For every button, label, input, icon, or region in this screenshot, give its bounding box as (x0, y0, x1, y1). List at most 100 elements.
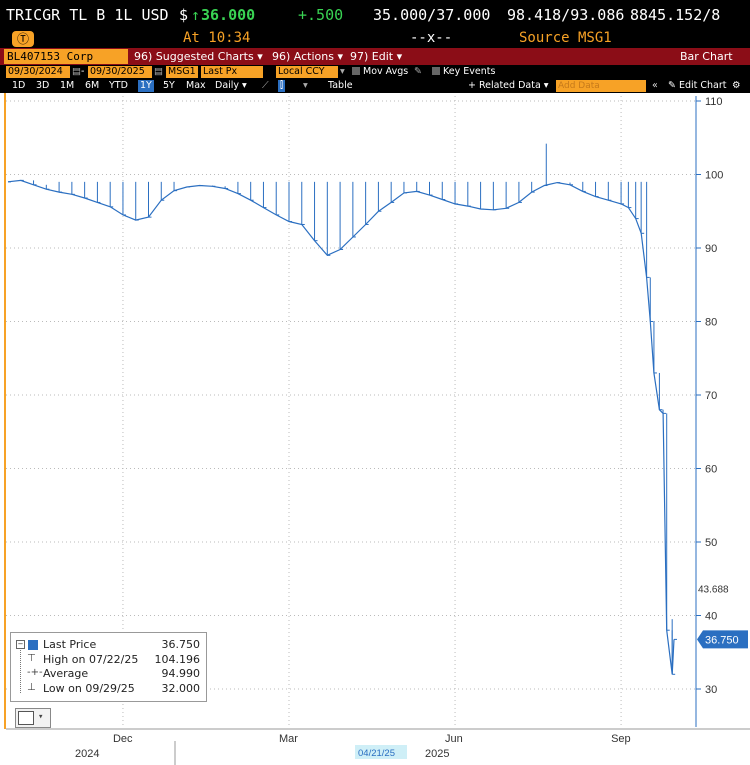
x-tick-label: Sep (611, 733, 631, 745)
chevron-down-icon[interactable]: ▾ (303, 80, 308, 91)
key-events-label: Key Events (443, 66, 496, 77)
source-label: Source MSG1 (519, 30, 612, 46)
bar-chart-icon[interactable]: ⫿ (278, 80, 286, 92)
legend-label: Last Price (43, 638, 97, 651)
mov-avgs-label: Mov Avgs (363, 66, 409, 77)
cross-indicator: --x-- (410, 30, 453, 46)
range-5y[interactable]: 5Y (163, 80, 175, 91)
low-marker-icon: ⊥ (27, 682, 36, 693)
start-date-field[interactable]: 09/30/2024 (6, 66, 70, 78)
legend-value: 32.000 (161, 682, 201, 695)
suggested-charts-menu[interactable]: 96) Suggested Charts ▾ (134, 50, 263, 63)
field-selector[interactable]: Last Px (201, 66, 263, 78)
line-chart-icon (18, 711, 34, 725)
average-marker-icon: -+- (27, 667, 43, 678)
legend-label: High on 07/22/25 (43, 653, 139, 666)
end-date-field[interactable]: 09/30/2025 (88, 66, 152, 78)
y-tick-label: 60 (705, 464, 717, 476)
legend-value: 104.196 (154, 653, 201, 666)
time-label: At 10:34 (183, 30, 251, 46)
hi-lo: 98.418/93.086 (507, 6, 625, 24)
year-label: 2024 (75, 748, 99, 760)
y-tick-label: 40 (705, 611, 717, 623)
up-arrow-icon: ↑ (191, 6, 201, 24)
currency-symbol: $ (179, 6, 189, 24)
price-line (7, 179, 675, 675)
x-tick-label: Mar (279, 733, 298, 745)
collapse-icon[interactable]: « (652, 80, 658, 91)
checkbox-icon (352, 67, 360, 75)
actions-menu[interactable]: 96) Actions ▾ (272, 50, 343, 63)
y-tick-label: 100 (705, 170, 723, 182)
collapse-icon[interactable]: − (16, 640, 25, 649)
checkbox-icon (432, 67, 440, 75)
y-tick-label: 110 (705, 96, 723, 108)
ticker-label: TRICGR TL B 1L USD (6, 6, 169, 24)
range-ytd[interactable]: YTD (109, 80, 128, 91)
edit-menu[interactable]: 97) Edit ▾ (350, 50, 403, 63)
last-price-marker-label: 36.750 (705, 634, 739, 646)
frequency-selector[interactable]: Daily ▾ (215, 80, 247, 91)
legend-value: 94.990 (161, 667, 201, 680)
legend-average: -+- Average 94.990 (11, 667, 206, 681)
key-events-toggle[interactable]: Key Events (432, 66, 495, 78)
y-tick-label: 90 (705, 243, 717, 255)
gear-icon[interactable]: ⚙ (732, 80, 741, 91)
legend-last-price: − Last Price 36.750 (11, 638, 206, 652)
legend-toggle-button[interactable]: ▾ (15, 708, 51, 728)
source-field[interactable]: MSG1 (166, 66, 198, 78)
year-label: 2025 (425, 748, 449, 760)
chart-controls: 09/30/2024 ▤ - 09/30/2025 ▤ MSG1 Last Px… (0, 65, 750, 79)
function-menubar: BL407153 Corp 96) Suggested Charts ▾ 96)… (0, 48, 750, 65)
related-data-menu[interactable]: + Related Data ▾ (468, 80, 549, 91)
calendar-icon[interactable]: ▤ (154, 66, 163, 77)
high-marker-icon: ⊤ (27, 653, 36, 664)
legend-label: Average (43, 667, 89, 680)
range-3d[interactable]: 3D (36, 80, 50, 91)
range-1m[interactable]: 1M (60, 80, 75, 91)
legend-value: 36.750 (161, 638, 201, 651)
last-price: 36.000 (201, 6, 256, 24)
quote-header: TRICGR TL B 1L USD $ ↑ 36.000 +.500 35.0… (0, 0, 750, 30)
legend-label: Low on 09/29/25 (43, 682, 135, 695)
calendar-icon[interactable]: ▤ (72, 66, 81, 77)
date-marker-label: 04/21/25 (358, 748, 395, 759)
volume: 8845.152/8 (630, 6, 721, 24)
last-price-flag (697, 630, 748, 649)
y-tick-label: 80 (705, 317, 717, 329)
range-1d[interactable]: 1D (12, 80, 26, 91)
line-chart-icon[interactable]: ⟋ (262, 80, 269, 91)
x-tick-label: Dec (113, 733, 133, 745)
legend-low: ⊥ Low on 09/29/25 32.000 (11, 682, 206, 696)
currency-selector[interactable]: Local CCY (276, 66, 338, 78)
range-max[interactable]: Max (186, 80, 206, 91)
add-data-input[interactable]: Add Data (556, 80, 646, 92)
pencil-icon[interactable]: ✎ (414, 66, 422, 77)
price-change: +.500 (298, 6, 344, 24)
plot-frame (4, 93, 697, 729)
legend-high: ⊤ High on 07/22/25 104.196 (11, 653, 206, 667)
page-title: Bar Chart (680, 50, 733, 63)
y-tick-label: 30 (705, 684, 717, 696)
date-separator: - (81, 66, 85, 77)
chevron-down-icon: ▾ (38, 712, 44, 722)
chart-legend: − Last Price 36.750 ⊤ High on 07/22/25 1… (10, 632, 207, 702)
legend-tree-line (20, 641, 22, 693)
terminal-logo-icon[interactable]: Ⓣ (12, 31, 34, 47)
security-field[interactable]: BL407153 Corp (4, 49, 128, 64)
range-1y[interactable]: 1Y (138, 80, 154, 92)
pencil-icon: ✎ (668, 80, 679, 91)
mov-avgs-toggle[interactable]: Mov Avgs (352, 66, 408, 78)
table-button[interactable]: Table (328, 80, 353, 91)
edit-chart-button[interactable]: ✎ Edit Chart (668, 80, 727, 92)
range-6m[interactable]: 6M (85, 80, 100, 91)
series-color-swatch (28, 640, 38, 650)
edit-chart-label: Edit Chart (678, 80, 727, 91)
quote-subheader: Ⓣ At 10:34 --x-- Source MSG1 (0, 30, 750, 48)
y-tick-label: 70 (705, 390, 717, 402)
average-marker-label: 43.688 (698, 584, 729, 595)
chevron-down-icon[interactable]: ▾ (340, 66, 345, 77)
y-tick-label: 50 (705, 537, 717, 549)
bid-ask: 35.000/37.000 (373, 6, 491, 24)
